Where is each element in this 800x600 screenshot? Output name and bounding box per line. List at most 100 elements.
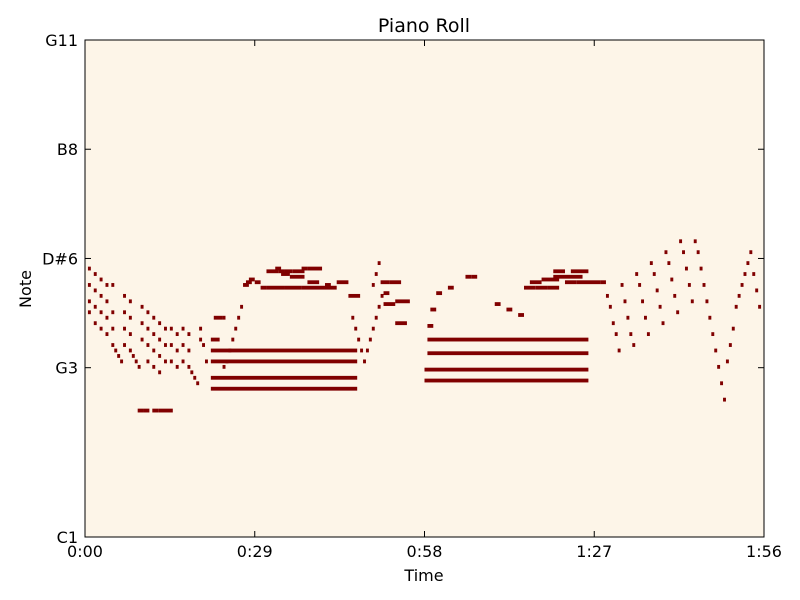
note-82 xyxy=(111,326,115,331)
y-tick-label-4: G11 xyxy=(45,31,78,50)
note-190 xyxy=(705,299,709,304)
note-185 xyxy=(690,299,694,304)
note-2 xyxy=(210,375,358,380)
note-137 xyxy=(228,348,232,353)
note-208 xyxy=(758,304,762,309)
note-179 xyxy=(673,293,677,298)
note-147 xyxy=(365,348,369,353)
note-201 xyxy=(737,293,741,298)
note-202 xyxy=(740,283,744,287)
note-25 xyxy=(278,269,285,274)
note-5 xyxy=(427,351,589,356)
note-165 xyxy=(632,343,636,347)
note-84 xyxy=(114,348,118,353)
note-39 xyxy=(383,302,396,306)
note-63 xyxy=(600,280,606,285)
note-21 xyxy=(284,285,302,290)
note-85 xyxy=(117,354,121,358)
note-24 xyxy=(266,269,279,274)
x-tick-label-4: 1:56 xyxy=(746,542,782,561)
x-axis-label: Time xyxy=(403,566,443,585)
note-97 xyxy=(137,364,141,369)
note-133 xyxy=(202,343,205,347)
note-130 xyxy=(196,381,200,386)
note-53 xyxy=(535,285,548,290)
note-192 xyxy=(711,332,715,337)
note-180 xyxy=(676,310,680,315)
note-109 xyxy=(158,321,162,326)
plot-background xyxy=(85,40,764,537)
note-94 xyxy=(128,348,132,353)
note-140 xyxy=(237,315,241,320)
note-199 xyxy=(731,326,735,331)
note-178 xyxy=(670,277,674,282)
y-tick-label-2: D#6 xyxy=(42,249,78,268)
note-60 xyxy=(564,274,583,279)
note-163 xyxy=(626,315,630,320)
note-175 xyxy=(661,321,665,326)
note-23 xyxy=(324,285,337,290)
note-143 xyxy=(354,326,358,331)
note-182 xyxy=(682,250,685,255)
note-131 xyxy=(199,326,203,331)
note-102 xyxy=(146,326,150,331)
note-162 xyxy=(623,299,627,304)
note-195 xyxy=(720,381,724,386)
note-150 xyxy=(374,315,378,320)
note-36 xyxy=(348,293,361,298)
note-92 xyxy=(128,315,132,320)
note-40 xyxy=(389,280,402,285)
note-76 xyxy=(105,283,109,287)
note-171 xyxy=(649,261,653,266)
note-43 xyxy=(430,307,437,312)
note-89 xyxy=(123,326,126,331)
note-1 xyxy=(210,359,358,364)
note-139 xyxy=(234,326,238,331)
note-104 xyxy=(146,359,150,364)
note-136 xyxy=(225,359,229,364)
note-19 xyxy=(260,285,267,290)
note-107 xyxy=(152,348,156,353)
note-15 xyxy=(243,283,249,287)
note-28 xyxy=(275,266,282,271)
note-196 xyxy=(723,397,726,402)
note-46 xyxy=(447,285,454,290)
note-10 xyxy=(152,408,159,413)
note-45 xyxy=(436,291,443,296)
note-200 xyxy=(734,304,738,309)
x-tick-label-0: 0:00 xyxy=(67,542,103,561)
note-148 xyxy=(368,337,372,342)
note-27 xyxy=(292,269,305,274)
note-34 xyxy=(324,283,331,287)
note-75 xyxy=(99,326,103,331)
y-tick-label-0: C1 xyxy=(57,528,78,547)
note-205 xyxy=(749,250,753,255)
note-100 xyxy=(140,337,144,342)
note-121 xyxy=(175,364,179,369)
note-110 xyxy=(158,337,162,342)
note-188 xyxy=(699,266,703,271)
note-127 xyxy=(187,364,191,369)
note-9 xyxy=(143,408,150,413)
note-155 xyxy=(377,261,381,266)
note-152 xyxy=(380,293,384,298)
x-axis-ticks: 0:00 0:29 0:58 1:27 1:56 xyxy=(67,40,782,561)
note-86 xyxy=(120,359,124,364)
note-169 xyxy=(644,315,647,320)
note-91 xyxy=(128,299,132,304)
note-191 xyxy=(708,315,712,320)
note-80 xyxy=(111,283,115,287)
note-158 xyxy=(611,321,615,326)
y-axis-label: Note xyxy=(16,270,35,308)
y-tick-label-3: B8 xyxy=(57,140,78,159)
note-11 xyxy=(158,408,173,413)
note-122 xyxy=(181,326,185,331)
note-114 xyxy=(164,343,167,347)
note-141 xyxy=(240,304,244,309)
x-tick-label-1: 0:29 xyxy=(237,542,273,561)
note-4 xyxy=(427,337,589,342)
note-6 xyxy=(424,367,589,372)
note-106 xyxy=(152,332,156,337)
note-117 xyxy=(169,343,173,347)
